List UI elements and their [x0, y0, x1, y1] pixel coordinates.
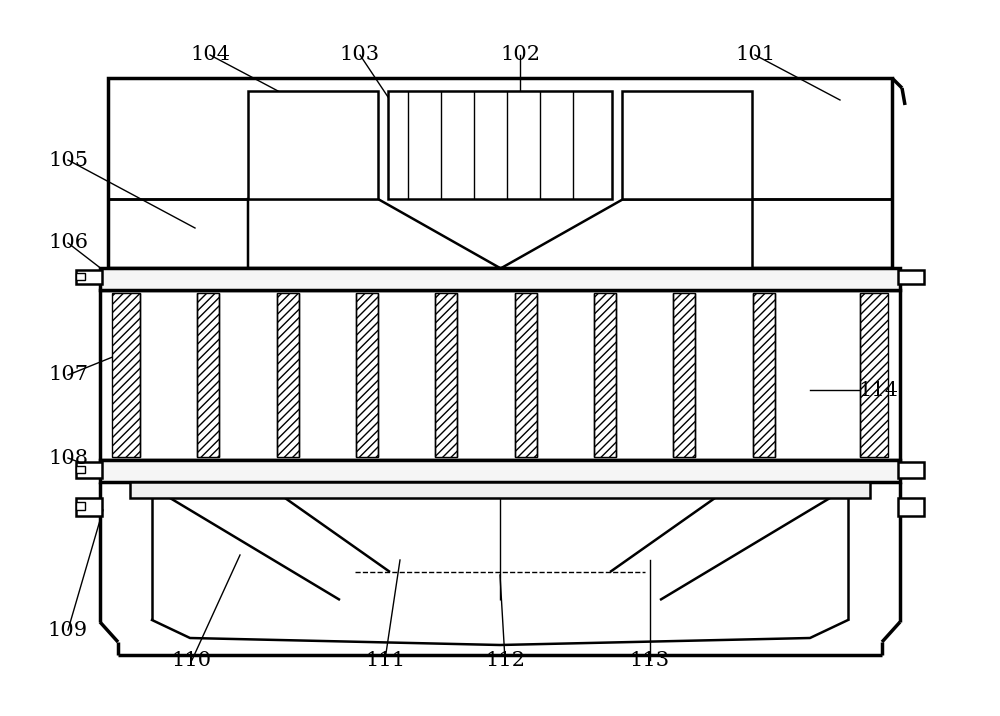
Bar — [76, 462, 102, 478]
Bar — [100, 268, 900, 290]
Bar — [108, 78, 892, 268]
Bar — [622, 91, 752, 199]
Bar — [435, 293, 457, 457]
Text: 112: 112 — [485, 651, 525, 669]
Polygon shape — [248, 199, 500, 268]
Bar — [356, 293, 378, 457]
Text: 107: 107 — [48, 365, 88, 384]
Text: 105: 105 — [48, 150, 88, 170]
Bar — [76, 273, 85, 280]
Bar — [76, 466, 85, 473]
Bar — [100, 290, 900, 460]
Bar — [673, 293, 695, 457]
Bar — [860, 293, 888, 457]
Text: 101: 101 — [735, 46, 775, 64]
Bar — [76, 498, 102, 516]
Bar — [76, 502, 85, 510]
Bar — [898, 498, 924, 516]
Bar — [112, 293, 140, 457]
Bar — [76, 270, 102, 284]
Text: 108: 108 — [48, 448, 88, 468]
Bar — [898, 270, 924, 284]
Bar — [130, 482, 870, 498]
Bar — [248, 91, 378, 199]
Text: 103: 103 — [340, 46, 380, 64]
Bar — [100, 460, 900, 482]
Text: 109: 109 — [48, 621, 88, 639]
Text: 114: 114 — [858, 380, 898, 400]
Bar — [898, 462, 924, 478]
Bar — [594, 293, 616, 457]
Bar — [388, 91, 612, 199]
Bar — [197, 293, 219, 457]
Polygon shape — [500, 199, 752, 268]
Text: 104: 104 — [190, 46, 230, 64]
Text: 110: 110 — [172, 651, 212, 669]
Text: 111: 111 — [365, 651, 405, 669]
Text: 106: 106 — [48, 233, 88, 253]
Bar — [753, 293, 775, 457]
Text: 102: 102 — [500, 46, 540, 64]
Text: 113: 113 — [630, 651, 670, 669]
Bar — [277, 293, 299, 457]
Bar — [515, 293, 537, 457]
